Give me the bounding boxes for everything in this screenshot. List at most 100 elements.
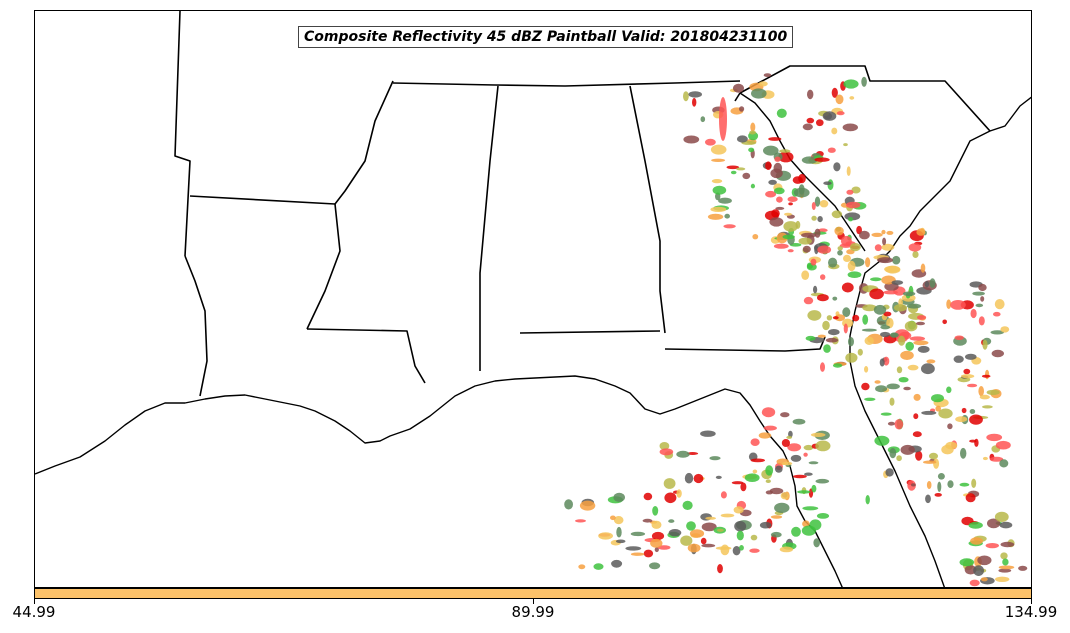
paintball-blob [693,473,704,484]
paintball-blob [802,506,819,511]
paintball-blob [955,416,968,423]
paintball-blob [975,303,984,308]
paintball-blob [779,149,791,153]
paintball-blob [959,482,970,487]
paintball-blob [864,397,876,401]
paintball-blob [889,397,895,406]
paintball-blob [683,135,700,144]
paintball-blob [913,340,929,346]
paintball-blob [871,232,883,237]
paintball-blob [909,336,926,341]
paintball-blob [817,216,823,223]
paintball-blob [915,450,923,461]
map-title: Composite Reflectivity 45 dBZ Paintball … [298,26,794,48]
paintball-blob [758,432,772,439]
paintball-blob [881,229,886,235]
paintball-blob [748,147,755,153]
paintball-blob [883,311,892,317]
paintball-blob [832,316,839,320]
paintball-blob [810,432,826,437]
paintball-blob [851,186,861,194]
paintball-blob [811,484,817,493]
paintball-blob [913,413,919,420]
paintball-blob [814,196,821,207]
paintball-blob [750,458,765,463]
paintball-blob [610,515,616,521]
border-ms-al [479,85,499,371]
paintball-blob [717,564,723,574]
paintball-blob [969,439,977,443]
paintball-blob [903,386,911,391]
paintball-blob [730,170,737,175]
gulf-atlantic-coastline [35,375,843,587]
paintball-blob [969,414,983,425]
paintball-blob [861,328,877,332]
paintball-blob [788,202,793,206]
paintball-blob [817,245,832,254]
paintball-blob [687,452,699,455]
paintball-blob [801,270,810,281]
paintball-blob [579,500,596,511]
paintball-blob [849,243,861,252]
paintball-blob [917,315,927,320]
paintball-blob [649,562,661,570]
paintball-blob [921,363,935,375]
paintball-blob [792,418,806,425]
paintball-blob [751,88,767,99]
paintball-blob [774,156,781,162]
paintball-blob [750,122,756,132]
colorbar-tick-max [1031,599,1032,604]
paintball-blob [793,187,810,198]
paintball-blob [773,187,785,195]
paintball-blob [831,127,838,135]
paintball-blob [683,91,689,102]
east-coastline [849,96,1031,587]
paintball-blob [749,548,760,553]
paintball-blob [663,478,676,489]
paintball-blob [613,516,624,525]
paintball-blob [864,366,869,373]
paintball-blob [689,529,705,538]
paintball-blob [784,212,792,216]
paintball-blob [965,493,976,503]
paintball-blob [982,405,993,409]
paintball-blob [937,473,945,480]
paintball-blob [906,303,922,309]
paintball-blob [986,433,1003,442]
paintball-blob [731,481,744,485]
paintball-blob [852,314,860,322]
paintball-blob [710,206,727,212]
paintball-blob [985,543,999,549]
paintball-blob [787,443,802,452]
paintball-blob [986,389,1000,396]
paintball-blob [823,181,832,185]
paintball-blob [668,519,675,523]
paintball-blob [668,529,682,537]
paintball-blob [813,285,818,294]
paintball-blob [882,237,887,246]
paintball-blob [905,341,914,351]
paintball-blob [680,535,693,546]
paintball-blob [924,280,930,288]
paintball-blob [898,335,906,346]
paintball-blob [892,255,901,265]
paintball-blob [798,237,812,245]
paintball-blob [1000,541,1015,548]
paintball-blob [978,316,985,326]
paintball-blob [947,423,953,430]
paintball-blob [816,119,824,127]
border-la-west [184,255,208,397]
paintball-blob [720,491,727,499]
paintball-blob [750,534,758,541]
paintball-blob [896,455,902,462]
paintball-blob [848,337,854,347]
paintball-blob [770,531,782,538]
colorbar-label-min: 44.99 [12,603,56,621]
paintball-blob [929,278,936,288]
paintball-blob [774,502,790,513]
paintball-blob [833,162,841,172]
paintball-blob [942,319,947,325]
paintball-blob [790,454,802,462]
paintball-blob [907,364,919,371]
paintball-blob [575,519,586,523]
